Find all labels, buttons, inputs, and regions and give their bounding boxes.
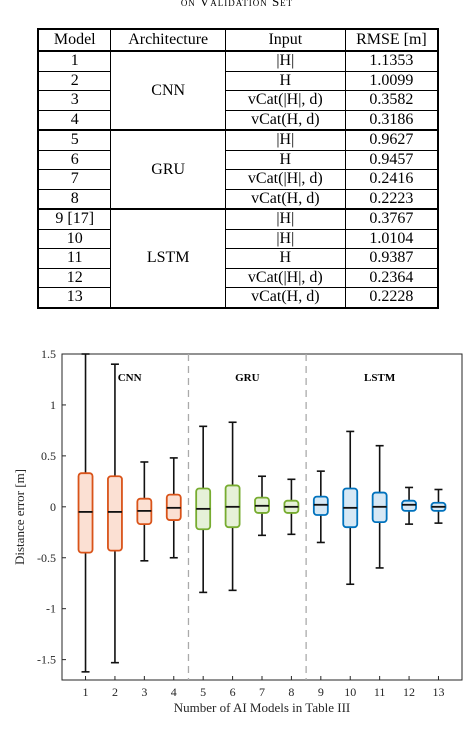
cell-model: 6 [37,149,112,170]
x-tick-label: 5 [200,685,206,699]
box-iqr [107,475,123,552]
cell-rmse: 0.9627 [344,129,439,151]
cell-architecture: GRU [110,129,226,210]
cell-model: 3 [37,90,112,111]
table-row: 10 |H| 1.0104 [37,228,439,249]
cell-input: vCat(H, d) [224,188,346,210]
x-axis-label: Number of AI Models in Table III [174,700,350,715]
cell-model: 12 [37,267,112,288]
table-row: 12 vCat(|H|, d) 0.2364 [37,267,439,288]
table-row: 8 vCat(H, d) 0.2223 [37,188,439,210]
cell-model: 5 [37,129,112,151]
cell-rmse: 0.9457 [344,149,439,170]
cell-input: vCat(H, d) [224,109,346,131]
cell-input: |H| [224,228,346,249]
cell-input: H [224,248,346,269]
table-row: 13 vCat(H, d) 0.2228 [37,287,439,309]
y-tick-label: 1 [50,398,56,412]
cell-model: 11 [37,248,112,269]
header-input: Input [224,28,346,52]
cell-model: 2 [37,70,112,91]
x-tick-label: 3 [141,685,147,699]
cell-model: 13 [37,287,112,309]
cell-input: |H| [224,50,346,72]
table-row: 4 vCat(H, d) 0.3186 [37,109,439,131]
x-tick-label: 7 [259,685,265,699]
cell-input: vCat(|H|, d) [224,169,346,190]
cell-input: vCat(H, d) [224,287,346,309]
table-row: 6 H 0.9457 [37,149,439,170]
x-tick-label: 10 [344,685,356,699]
cell-rmse: 0.3582 [344,90,439,111]
cell-rmse: 0.2416 [344,169,439,190]
x-tick-label: 13 [432,685,444,699]
cell-rmse: 0.2228 [344,287,439,309]
table-row: 7 vCat(|H|, d) 0.2416 [37,169,439,190]
x-tick-label: 8 [288,685,294,699]
table-header-row: Model Architecture Input RMSE [m] [37,28,439,52]
x-tick-label: 12 [403,685,415,699]
cell-rmse: 1.0104 [344,228,439,249]
y-tick-label: -0.5 [37,551,56,565]
cell-rmse: 0.3186 [344,109,439,131]
cell-input: H [224,70,346,91]
cell-rmse: 0.2364 [344,267,439,288]
x-tick-label: 6 [230,685,236,699]
cell-model: 9 [17] [37,208,112,230]
cell-architecture: LSTM [110,208,226,309]
x-tick-label: 1 [83,685,89,699]
y-tick-label: -1.5 [37,653,56,667]
group-label: LSTM [364,372,396,384]
x-tick-label: 9 [318,685,324,699]
box-iqr [312,495,329,516]
cell-model: 8 [37,188,112,210]
cell-rmse: 0.2223 [344,188,439,210]
table-row: 5 GRU |H| 0.9627 [37,129,439,210]
table-row: 11 H 0.9387 [37,248,439,269]
cell-model: 10 [37,228,112,249]
header-model: Model [37,28,112,52]
y-tick-label: -1 [46,602,56,616]
table-caption: on Validation Set [180,0,294,9]
table-row: 1 CNN |H| 1.1353 [37,50,439,131]
x-tick-label: 11 [374,685,386,699]
cell-architecture: CNN [110,50,226,131]
cell-model: 4 [37,109,112,131]
cell-input: H [224,149,346,170]
table-row: 3 vCat(|H|, d) 0.3582 [37,90,439,111]
cell-rmse: 0.9387 [344,248,439,269]
cell-model: 7 [37,169,112,190]
group-label: GRU [235,372,260,384]
cell-input: |H| [224,129,346,151]
cell-input: |H| [224,208,346,230]
box-iqr [401,499,417,512]
x-tick-label: 4 [171,685,177,699]
table-row: 2 H 1.0099 [37,70,439,91]
box-iqr [77,472,94,554]
y-axis-label: Distance error [m] [12,469,27,565]
table-body: 1 CNN |H| 1.1353 2 H 1.0099 3 vCat(|H|, d) 0.3582… [37,50,439,309]
x-tick-label: 2 [112,685,118,699]
cell-rmse: 0.3767 [344,208,439,230]
cell-input: vCat(|H|, d) [224,267,346,288]
header-rmse: RMSE [m] [344,28,439,52]
header-architecture: Architecture [110,28,226,52]
y-tick-label: 0 [50,500,56,514]
cell-rmse: 1.0099 [344,70,439,91]
cell-model: 1 [37,50,112,72]
results-table: Model Architecture Input RMSE [m] 1 CNN |H… [37,28,439,309]
cell-rmse: 1.1353 [344,50,439,72]
group-label: CNN [118,372,142,384]
y-tick-label: 0.5 [41,449,56,463]
y-tick-label: 1.5 [41,347,56,361]
table-row: 9 [17] LSTM |H| 0.3767 [37,208,439,309]
cell-input: vCat(|H|, d) [224,90,346,111]
